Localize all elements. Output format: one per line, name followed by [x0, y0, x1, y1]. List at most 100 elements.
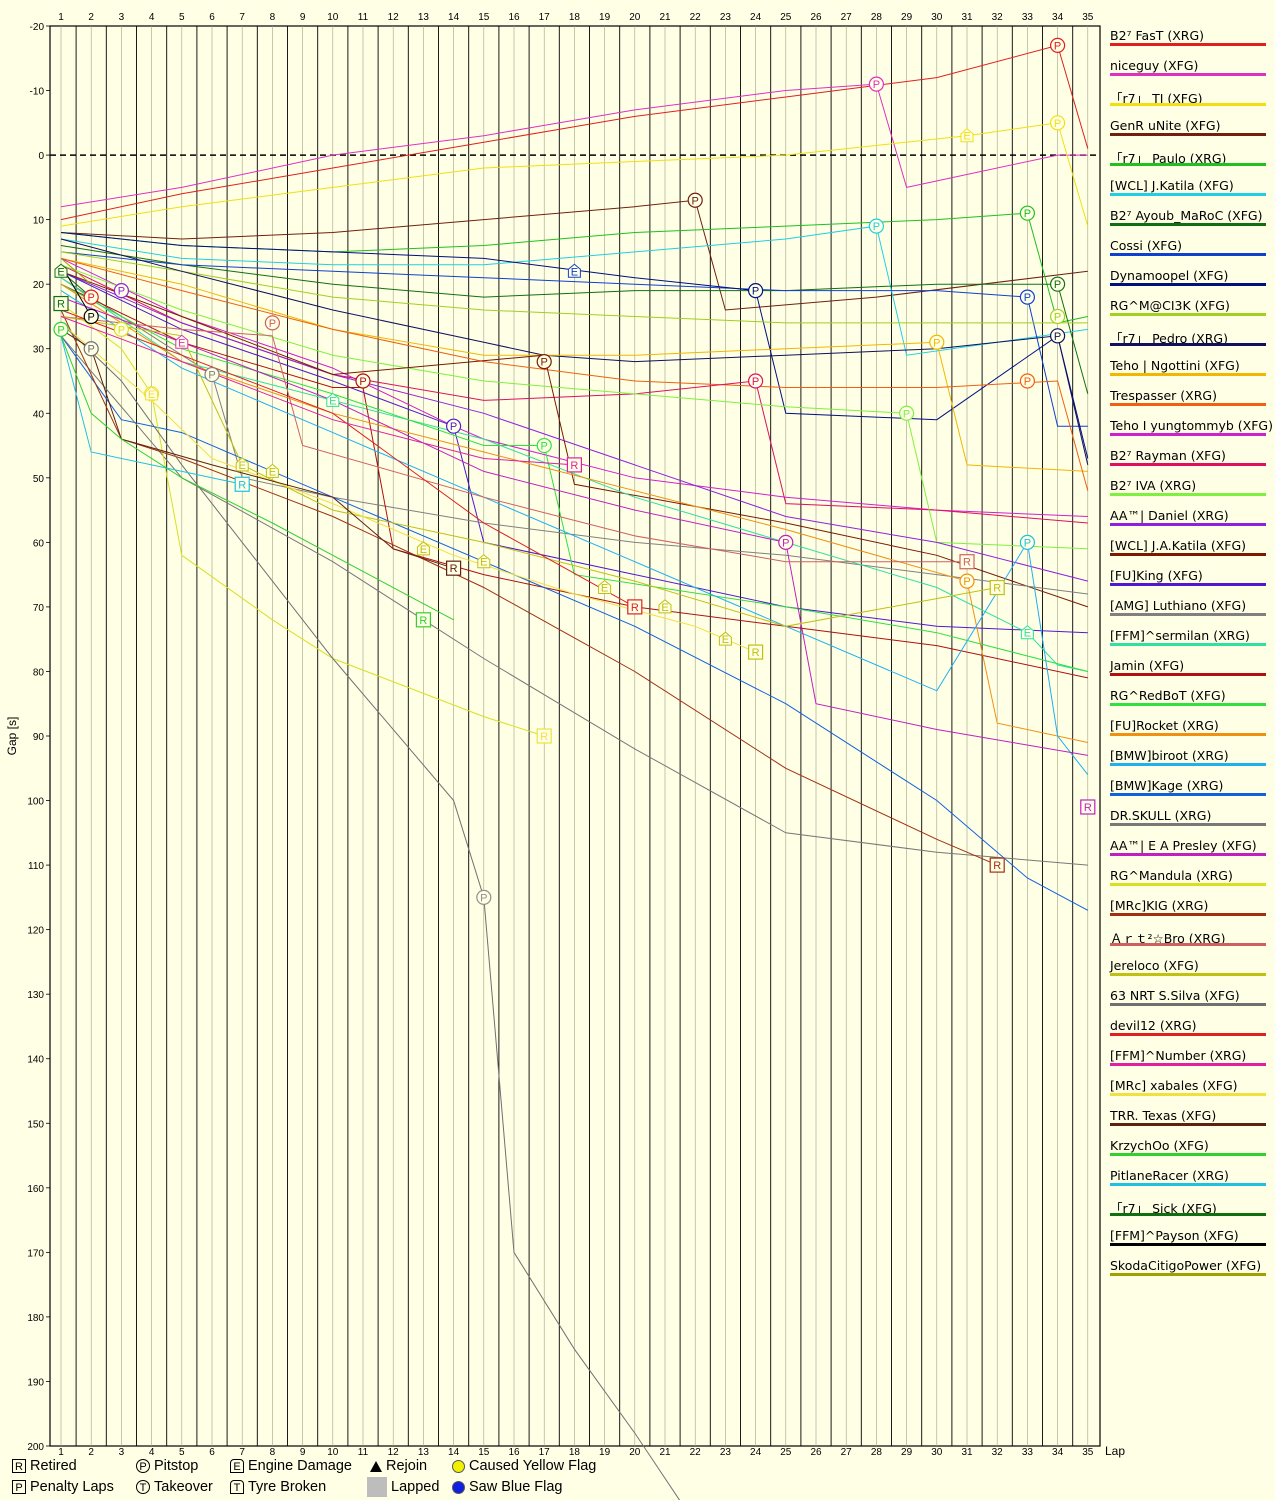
legend-item: RG^RedBoT (XFG)	[1105, 684, 1271, 714]
chart-grid	[49, 25, 1101, 1447]
legend-swatch	[1110, 253, 1266, 256]
takeover-icon: T	[136, 1480, 150, 1494]
event-marker: P	[898, 405, 915, 421]
event-letter: P	[118, 324, 125, 336]
x-tick-label: 22	[690, 1447, 702, 1458]
legend-item: [AMG] Luthiano (XFG)	[1105, 594, 1271, 624]
x-tick-label-top: 18	[569, 12, 581, 23]
y-tick-label: -10	[30, 87, 45, 98]
legend-swatch	[1110, 853, 1266, 856]
legend-item: PitlaneRacer (XRG)	[1105, 1164, 1271, 1194]
y-tick-label: 30	[33, 345, 45, 356]
x-tick-label-top: 21	[659, 12, 671, 23]
pitstop-marker	[1019, 289, 1036, 305]
rejoin-icon	[370, 1460, 382, 1472]
x-tick-label-top: 22	[690, 12, 702, 23]
legend-item: RG^M@CI3K (XFG)	[1105, 294, 1271, 324]
event-marker: P	[1019, 534, 1036, 550]
pitstop-marker	[747, 373, 764, 389]
legend-series-name: [MRc]KIG (XRG)	[1110, 898, 1209, 913]
event-letter: P	[903, 408, 910, 420]
y-tick-label: 10	[33, 216, 45, 227]
legend-series-name: RG^M@CI3K (XFG)	[1110, 298, 1230, 313]
legend-penalty-laps: P Penalty Laps	[12, 1479, 114, 1495]
event-letter: P	[88, 311, 95, 323]
legend-takeover: T Takeover	[136, 1479, 213, 1495]
x-tick-label-top: 6	[209, 12, 215, 23]
legend-swatch	[1110, 1153, 1266, 1156]
event-marker: E	[416, 541, 430, 556]
legend-item: Trespasser (XRG)	[1105, 384, 1271, 414]
legend-swatch	[1110, 973, 1266, 976]
x-tick-label-top: 33	[1022, 12, 1034, 23]
pitstop-marker	[204, 366, 220, 383]
legend-item: B2⁷ IVA (XRG)	[1105, 474, 1271, 504]
series-line-25	[60, 335, 1089, 911]
event-marker: E	[54, 263, 68, 278]
event-letter: P	[752, 286, 759, 298]
legend-item: 「r7」 Sick (XFG)	[1105, 1194, 1271, 1224]
event-letter: E	[601, 583, 608, 595]
legend-item: [FU]Rocket (XRG)	[1105, 714, 1271, 744]
x-tick-label: 16	[508, 1447, 520, 1458]
x-tick-label-top: 1	[58, 12, 64, 23]
series-line-23	[60, 283, 1088, 743]
series-line-1	[60, 83, 1088, 208]
series-line-15	[60, 264, 1088, 550]
engine-damage-marker	[326, 392, 340, 407]
pitstop-marker	[1049, 328, 1066, 344]
event-letter: P	[1024, 537, 1031, 549]
event-marker: P	[868, 218, 885, 234]
legend-swatch	[1110, 43, 1266, 46]
legend-series-name: Ａｒｔ²☆Bro (XRG)	[1110, 931, 1226, 946]
event-marker: E	[598, 579, 612, 595]
legend-swatch	[1110, 283, 1266, 286]
legend-item: [BMW]Kage (XRG)	[1105, 774, 1271, 804]
x-tick-label: 34	[1052, 1447, 1064, 1458]
legend-label: Caused Yellow Flag	[469, 1458, 597, 1474]
series-line-6	[60, 245, 1089, 395]
chart-series-lines	[60, 44, 1089, 1500]
legend-swatch	[1110, 1093, 1266, 1096]
engine-damage-marker	[658, 599, 672, 614]
legend-swatch	[1110, 193, 1266, 196]
event-letter: P	[118, 286, 125, 298]
series-line-9	[60, 251, 1088, 324]
legend-item: niceguy (XFG)	[1105, 54, 1271, 84]
event-marker: P	[687, 192, 703, 208]
event-marker: R	[536, 728, 552, 744]
legend-swatch	[1110, 733, 1266, 736]
event-marker: P	[446, 418, 462, 434]
event-marker: P	[1049, 308, 1066, 325]
legend-series-name: [WCL] J.A.Katila (XFG)	[1110, 538, 1247, 553]
legend-series-name: 「r7」 Sick (XFG)	[1110, 1201, 1217, 1216]
engine-damage-marker	[54, 263, 68, 278]
legend-engine-damage: E Engine Damage	[230, 1458, 352, 1474]
legend-rejoin: Rejoin	[370, 1458, 427, 1474]
engine-damage-marker	[175, 334, 189, 349]
x-tick-label: 28	[871, 1447, 883, 1458]
event-marker: R	[989, 857, 1005, 873]
legend-item: [MRc]KIG (XRG)	[1105, 894, 1271, 924]
legend-swatch	[1110, 1063, 1266, 1066]
event-marker: R	[415, 612, 431, 628]
legend-swatch	[1110, 313, 1266, 316]
event-letter: E	[661, 602, 668, 614]
event-letter: R	[631, 602, 639, 614]
event-marker: P	[264, 315, 280, 331]
series-line-37	[60, 335, 454, 621]
chart-event-markers: PPPPPPPPPPPPPPPPPPPPPPPPPPPPPPPPRRRRRRRR…	[53, 37, 1096, 905]
x-tick-label: 5	[179, 1447, 185, 1458]
x-tick-label-top: 28	[871, 12, 883, 23]
event-letter: R	[57, 299, 65, 311]
legend-retired: R Retired	[12, 1458, 77, 1474]
legend-swatch	[1110, 1003, 1266, 1006]
series-line-27	[60, 296, 1088, 756]
pitstop-marker	[959, 573, 975, 589]
legend-item: DR.SKULL (XRG)	[1105, 804, 1271, 834]
legend-item: Ａｒｔ²☆Bro (XRG)	[1105, 924, 1271, 954]
legend-item: 「r7」 TJ (XFG)	[1105, 84, 1271, 114]
legend-series-name: B2⁷ FasT (XRG)	[1110, 28, 1205, 43]
legend-series-name: Teho I yungtommyb (XFG)	[1110, 418, 1273, 433]
